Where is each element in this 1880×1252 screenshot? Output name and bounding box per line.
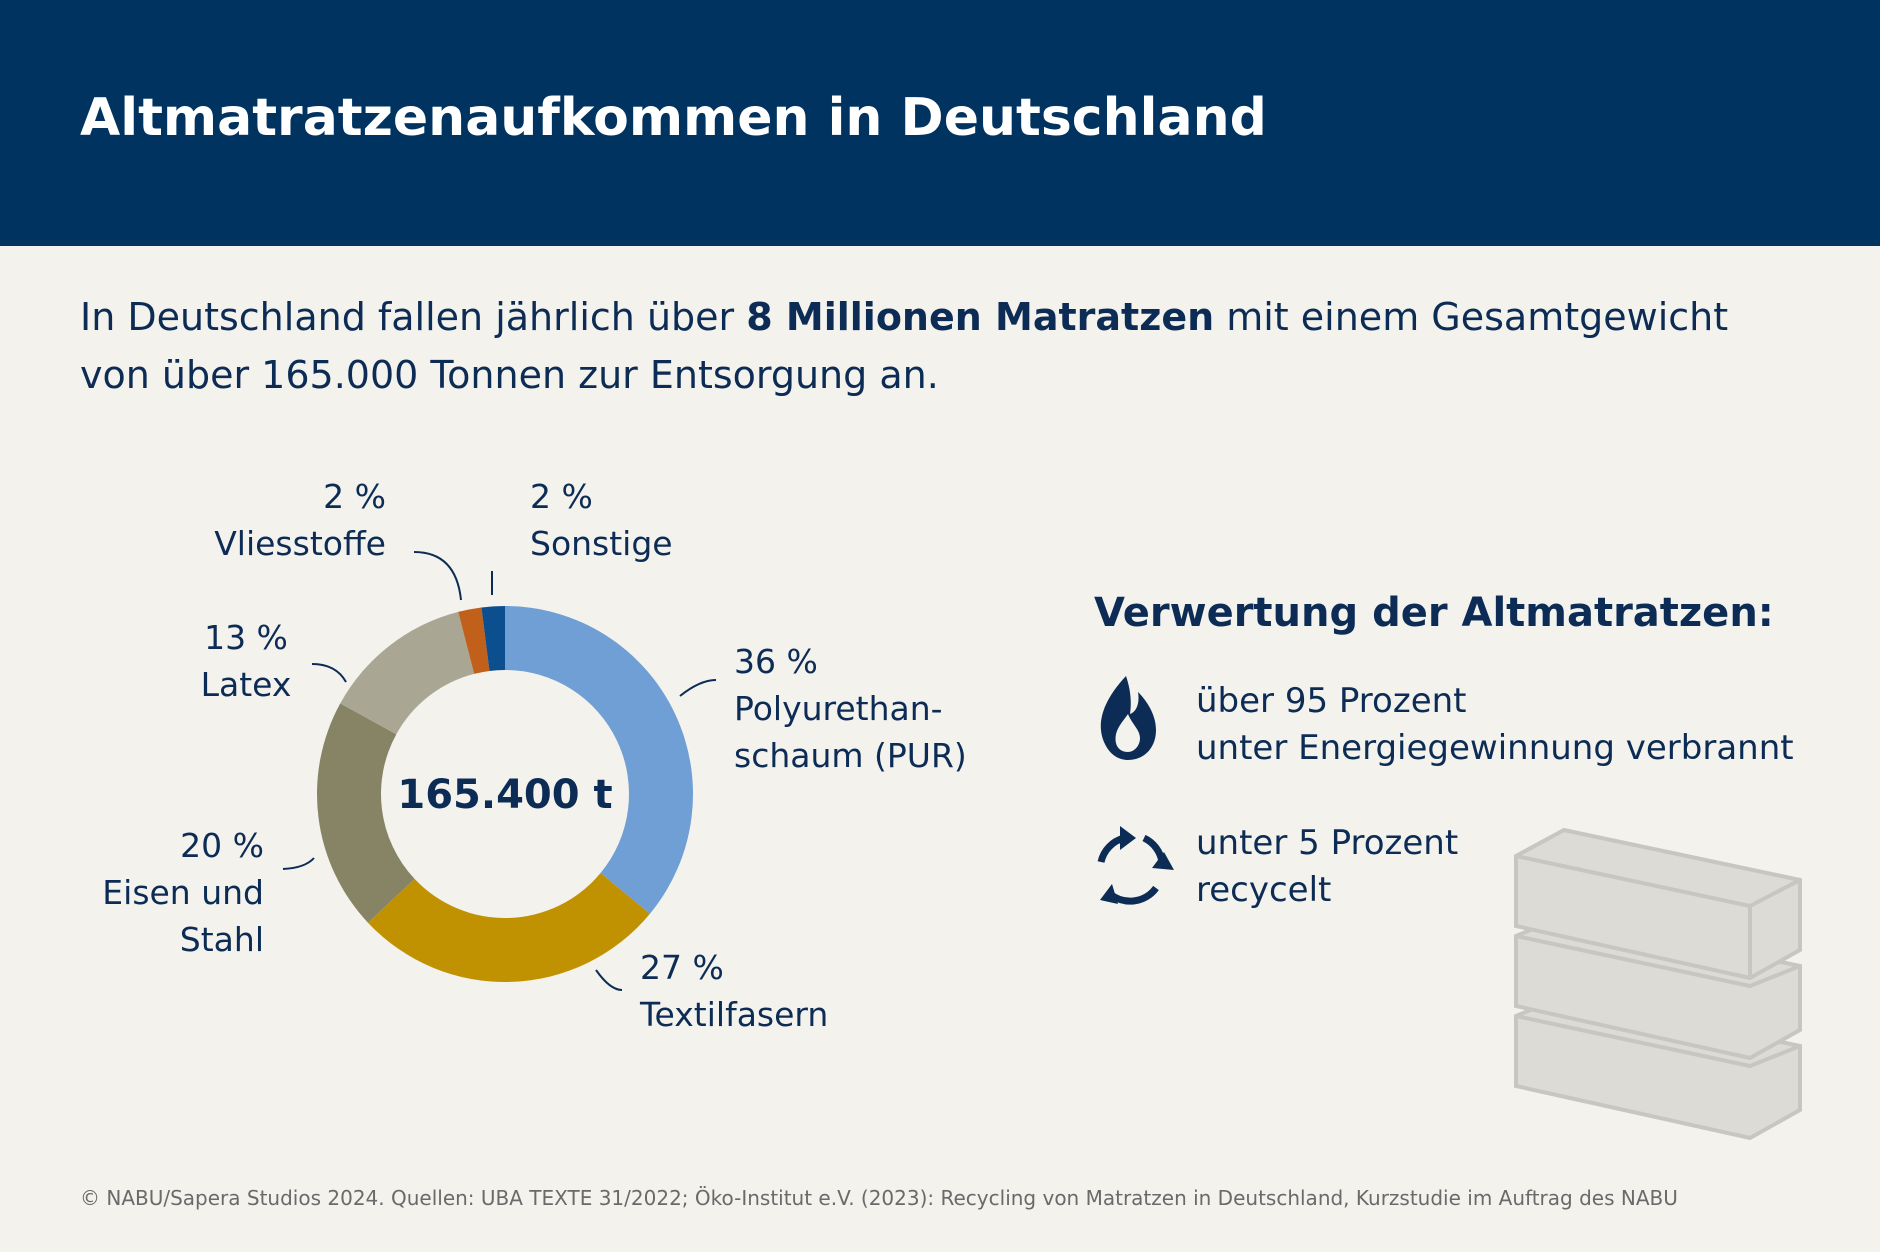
- header: Altmatratzenaufkommen in Deutschland: [0, 0, 1880, 246]
- intro: In Deutschland fallen jährlich über 8 Mi…: [80, 288, 1780, 404]
- category-label: Polyurethan- schaum (PUR): [734, 689, 967, 775]
- intro-text: In Deutschland fallen jährlich über: [80, 295, 747, 339]
- slice-label: 27 % Textilfasern: [640, 944, 828, 1038]
- leader-line: [595, 969, 623, 991]
- fire-icon: [1100, 676, 1156, 760]
- leader-line: [413, 551, 462, 601]
- value-label: 13 %: [204, 618, 288, 657]
- category-label: Eisen und Stahl: [102, 873, 264, 959]
- value-label: 36 %: [734, 642, 818, 681]
- category-label: Vliesstoffe: [214, 524, 386, 563]
- slice-label: 20 % Eisen und Stahl: [102, 822, 264, 963]
- center-label: 165.400 t: [397, 772, 612, 818]
- intro-text: mit einem Gesamtgewicht von über 165.000…: [80, 295, 1729, 397]
- donut-slice: [505, 606, 693, 914]
- mattress-illustration: [1514, 827, 1802, 1141]
- intro-highlight: 8 Millionen Matratzen: [746, 295, 1215, 339]
- category-label: Textilfasern: [640, 995, 829, 1034]
- title: Altmatratzenaufkommen in Deutschland: [80, 88, 1267, 148]
- donut-slice: [458, 607, 490, 674]
- value-label: 2 %: [530, 477, 593, 516]
- category-label: Sonstige: [530, 524, 673, 563]
- value-label: 20 %: [180, 826, 264, 865]
- value-label: 27 %: [640, 948, 724, 987]
- slice-label: 36 % Polyurethan- schaum (PUR): [734, 638, 967, 779]
- leader-line: [311, 663, 347, 683]
- verwertung-item: unter 5 Prozent recycelt: [1196, 823, 1459, 910]
- slice-label: 2 % Vliesstoffe: [214, 473, 386, 567]
- value-label: 2 %: [323, 477, 386, 516]
- donut-slice: [481, 606, 505, 671]
- verwertung-title: Verwertung der Altmatratzen:: [1094, 590, 1774, 636]
- leader-line: [679, 679, 717, 697]
- verwertung-item: über 95 Prozent unter Energiegewinnung v…: [1196, 681, 1794, 768]
- category-label: Latex: [200, 665, 292, 704]
- footer: © NABU/Sapera Studios 2024. Quellen: UBA…: [80, 1186, 1678, 1210]
- leader-line: [282, 857, 315, 870]
- donut-slice: [340, 611, 475, 735]
- slice-label: 13 % Latex: [186, 614, 306, 708]
- donut-slice: [316, 703, 415, 923]
- recycle-arrows: [1100, 826, 1174, 904]
- donut-slice: [367, 873, 650, 982]
- slice-label: 2 % Sonstige: [530, 473, 673, 567]
